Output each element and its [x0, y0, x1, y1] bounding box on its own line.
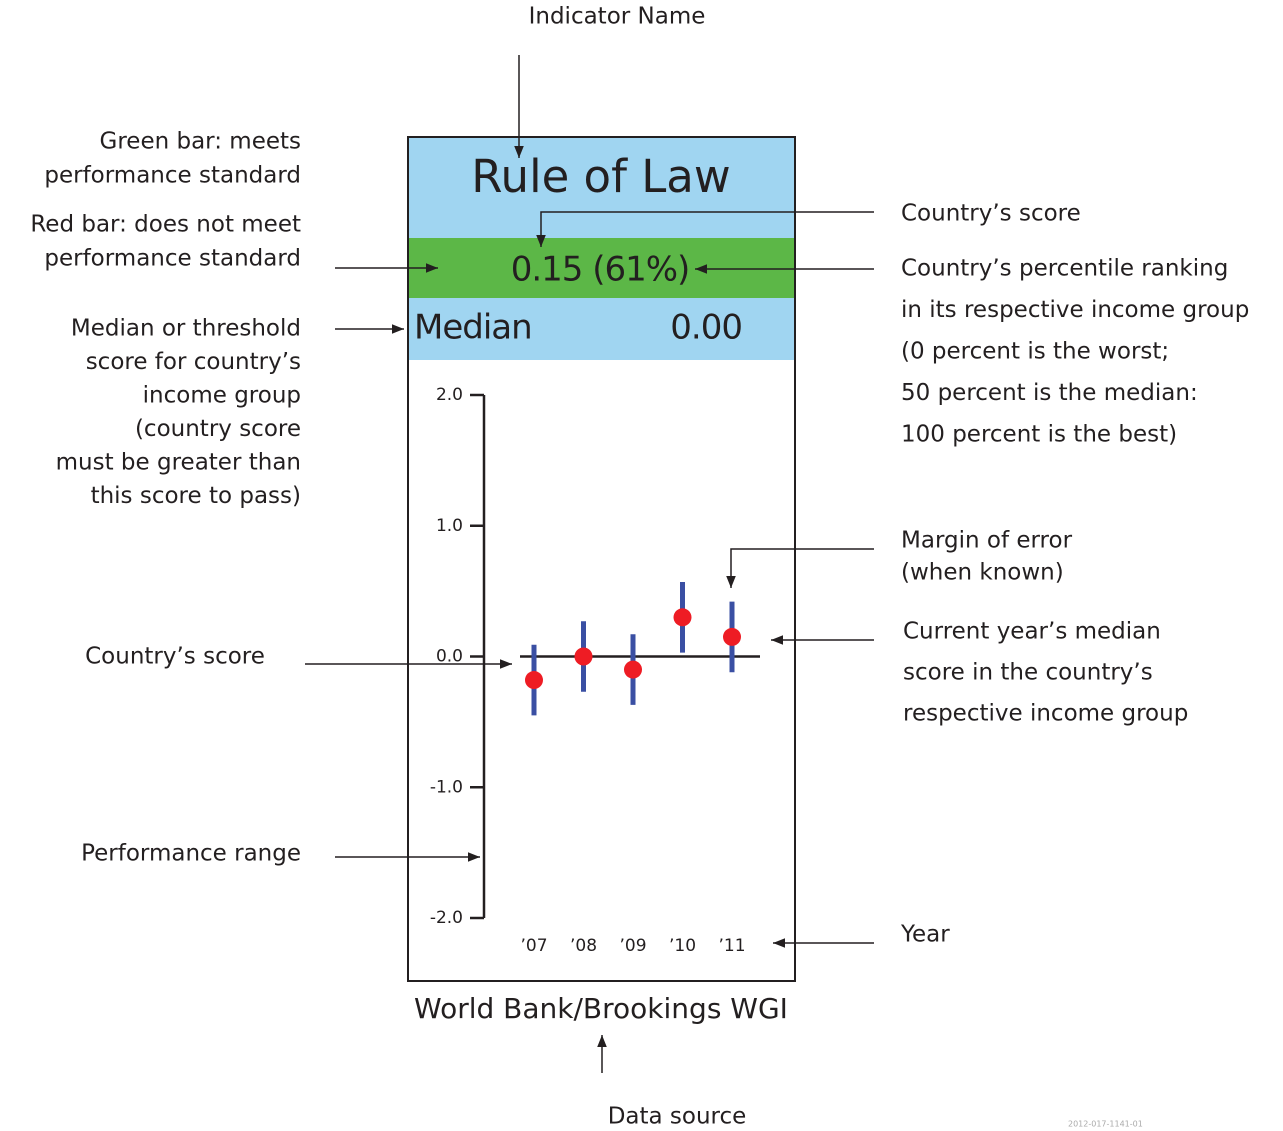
- right-note: Margin of error: [901, 528, 1073, 554]
- arrows: [305, 55, 874, 1073]
- right-note: in its respective income group: [901, 297, 1249, 323]
- point: [723, 627, 741, 646]
- left-note: Median or threshold: [71, 316, 301, 342]
- left-note: must be greater than: [56, 450, 301, 476]
- left-note: (country score: [135, 416, 301, 442]
- left-note: performance standard: [44, 246, 301, 272]
- card-score: 0.15 (61%): [511, 250, 690, 290]
- y-tick-label: 0.0: [436, 647, 463, 667]
- right-note: Year: [900, 922, 950, 948]
- source-label: Data source: [608, 1104, 747, 1130]
- left-note: income group: [143, 383, 301, 409]
- x-tick-label: ’08: [570, 936, 597, 956]
- right-note: score in the country’s: [903, 660, 1153, 686]
- left-note: Red bar: does not meet: [30, 212, 301, 238]
- arrow: [536, 211, 874, 247]
- title-band: [409, 138, 794, 238]
- right-note: respective income group: [903, 701, 1188, 727]
- score-band: [409, 238, 794, 298]
- right-note: (when known): [901, 560, 1064, 586]
- point: [574, 647, 593, 666]
- point: [624, 660, 642, 679]
- left-note: score for country’s: [86, 349, 301, 375]
- left-note: this score to pass): [91, 483, 301, 509]
- x-tick-label: ’10: [669, 936, 696, 956]
- y-tick-label: 1.0: [436, 516, 463, 536]
- left-note: Performance range: [81, 841, 301, 867]
- chart: 2.0 1.0 0.0 -1.0 -2.0 ’07 ’08 ’09 ’10 ’11: [430, 385, 760, 956]
- point: [525, 671, 543, 690]
- right-note: Current year’s median: [903, 619, 1161, 645]
- y-tick-label: -2.0: [430, 908, 463, 928]
- left-note: performance standard: [44, 163, 301, 189]
- right-note: (0 percent is the worst;: [901, 339, 1169, 365]
- source: World Bank/Brookings WGI: [414, 992, 788, 1025]
- median-value: 0.00: [670, 308, 742, 348]
- y-tick-label: -1.0: [430, 777, 463, 797]
- median-label: Median: [414, 308, 532, 348]
- x-tick-label: ’09: [619, 936, 646, 956]
- right-note: 100 percent is the best): [901, 422, 1177, 448]
- doc-id: 2012-017-1141-01: [1068, 1120, 1143, 1129]
- y-tick-label: 2.0: [436, 385, 463, 405]
- point: [673, 608, 692, 627]
- right-note: Country’s percentile ranking: [901, 256, 1228, 282]
- indicator-label: Indicator Name: [529, 4, 706, 30]
- arrow: [726, 548, 874, 588]
- left-note: Green bar: meets: [100, 129, 301, 155]
- x-tick-label: ’07: [520, 936, 547, 956]
- right-note: 50 percent is the median:: [901, 380, 1198, 406]
- right-note: Country’s score: [901, 201, 1081, 227]
- x-tick-label: ’11: [718, 936, 745, 956]
- card-title: Rule of Law: [471, 150, 730, 203]
- median-band: [409, 298, 794, 360]
- left-note: Country’s score: [85, 644, 265, 670]
